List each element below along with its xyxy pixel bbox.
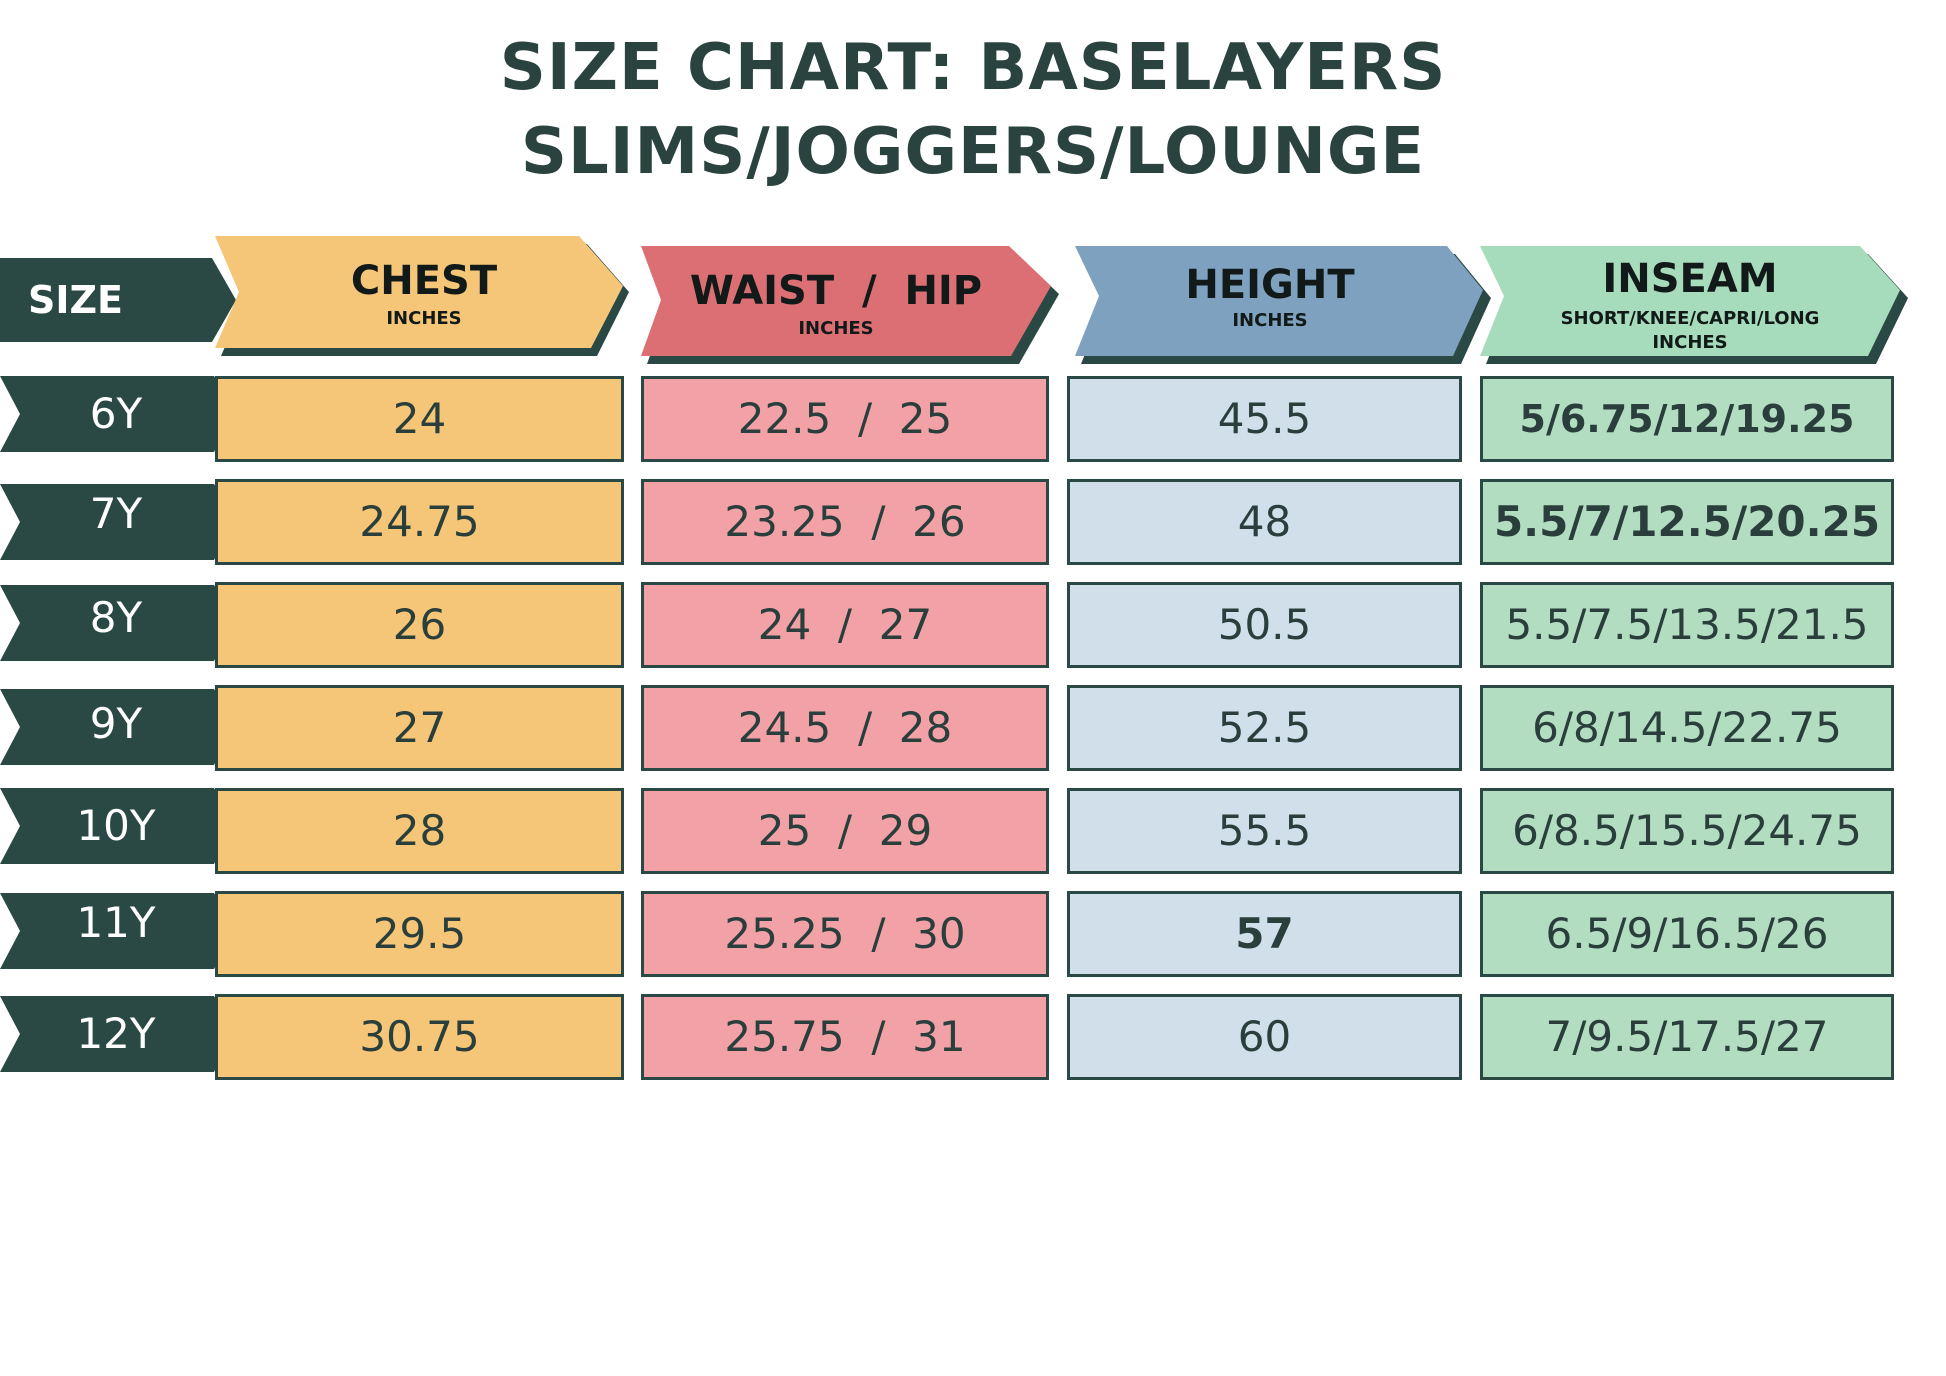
waist-hip-header-label: WAIST / HIP: [689, 268, 983, 314]
chest-cell: 24: [215, 376, 624, 462]
inseam-cell: 6/8.5/15.5/24.75: [1480, 788, 1894, 874]
size-tag-11y: 11Y: [0, 893, 236, 979]
chest-header-arrow-shape: [215, 236, 629, 356]
chest-cell: 27: [215, 685, 624, 771]
height-header-unit: INCHES: [1232, 310, 1308, 331]
chest-cell: 30.75: [215, 994, 624, 1080]
inseam-cell: 5/6.75/12/19.25: [1480, 376, 1894, 462]
inseam-cell: 6/8/14.5/22.75: [1480, 685, 1894, 771]
height-header-arrow-shape: [1075, 246, 1491, 364]
page-title-line-2: SLIMS/JOGGERS/LOUNGE: [520, 115, 1426, 189]
size-label: 8Y: [89, 593, 143, 642]
size-tag-12y: 12Y: [0, 996, 236, 1082]
size-column-header: SIZE: [0, 258, 240, 342]
size-tag-shape: [0, 689, 236, 765]
chest-column-header: CHEST INCHES: [215, 234, 633, 364]
waist-hip-cell: 24.5 / 28: [641, 685, 1049, 771]
size-tag-shape: [0, 893, 236, 969]
inseam-cell: 7/9.5/17.5/27: [1480, 994, 1894, 1080]
size-label: 6Y: [89, 389, 143, 438]
size-header-label: SIZE: [28, 278, 124, 322]
height-cell: 50.5: [1067, 582, 1462, 668]
waist-hip-cell: 22.5 / 25: [641, 376, 1049, 462]
page-title-line-1: SIZE CHART: BASELAYERS: [499, 31, 1447, 105]
size-tag-shape: [0, 788, 236, 864]
height-cell: 45.5: [1067, 376, 1462, 462]
size-tag-9y: 9Y: [0, 689, 236, 775]
chest-cell: 24.75: [215, 479, 624, 565]
inseam-cell: 6.5/9/16.5/26: [1480, 891, 1894, 977]
inseam-column-header: INSEAM SHORT/KNEE/CAPRI/LONG INCHES: [1480, 244, 1910, 374]
chest-cell: 28: [215, 788, 624, 874]
waist-hip-header-unit: INCHES: [798, 318, 874, 339]
chest-header-label: CHEST: [350, 258, 498, 304]
waist-hip-cell: 25.75 / 31: [641, 994, 1049, 1080]
inseam-cell: 5.5/7/12.5/20.25: [1480, 479, 1894, 565]
height-column-header: HEIGHT INCHES: [1075, 244, 1495, 374]
size-label: 10Y: [76, 801, 156, 850]
height-cell: 48: [1067, 479, 1462, 565]
height-cell: 52.5: [1067, 685, 1462, 771]
waist-hip-column-header: WAIST / HIP INCHES: [641, 244, 1061, 374]
inseam-header-arrow-shape: [1480, 246, 1908, 364]
size-tag-7y: 7Y: [0, 484, 236, 570]
size-label: 12Y: [76, 1009, 156, 1058]
waist-hip-cell: 24 / 27: [641, 582, 1049, 668]
chest-cell: 29.5: [215, 891, 624, 977]
chest-cell: 26: [215, 582, 624, 668]
inseam-header-unit: INCHES: [1652, 332, 1728, 353]
height-header-label: HEIGHT: [1185, 262, 1355, 308]
height-cell: 57: [1067, 891, 1462, 977]
size-tag-8y: 8Y: [0, 585, 236, 671]
size-tag-shape: [0, 376, 236, 452]
size-header-arrow-shape: [0, 258, 236, 342]
inseam-header-subtitle: SHORT/KNEE/CAPRI/LONG: [1560, 308, 1820, 329]
waist-hip-cell: 23.25 / 26: [641, 479, 1049, 565]
waist-hip-cell: 25.25 / 30: [641, 891, 1049, 977]
size-tag-6y: 6Y: [0, 376, 236, 462]
height-cell: 55.5: [1067, 788, 1462, 874]
size-label: 7Y: [89, 489, 143, 538]
chest-header-unit: INCHES: [386, 308, 462, 329]
waist-hip-cell: 25 / 29: [641, 788, 1049, 874]
size-tag-shape: [0, 996, 236, 1072]
inseam-header-label: INSEAM: [1602, 256, 1778, 302]
waist-hip-header-arrow-shape: [641, 246, 1059, 364]
size-label: 9Y: [89, 699, 143, 748]
size-tag-shape: [0, 585, 236, 661]
height-cell: 60: [1067, 994, 1462, 1080]
size-tag-10y: 10Y: [0, 788, 236, 874]
inseam-cell: 5.5/7.5/13.5/21.5: [1480, 582, 1894, 668]
size-label: 11Y: [76, 898, 156, 947]
size-tag-shape: [0, 484, 236, 560]
